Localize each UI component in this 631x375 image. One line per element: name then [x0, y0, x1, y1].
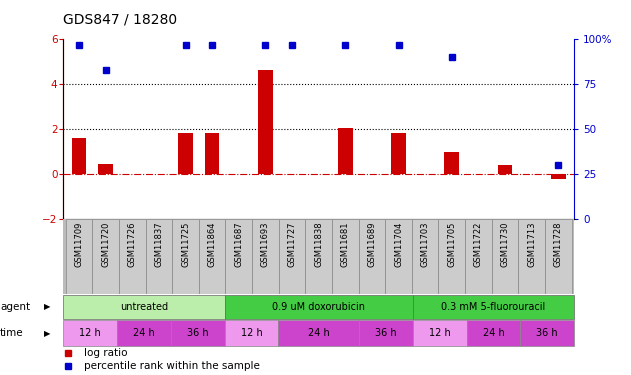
Bar — [92, 219, 119, 294]
Bar — [359, 320, 413, 346]
Text: GDS847 / 18280: GDS847 / 18280 — [63, 12, 177, 26]
Bar — [412, 219, 439, 294]
Text: GSM11693: GSM11693 — [261, 222, 270, 267]
Bar — [117, 320, 171, 346]
Text: ▶: ▶ — [44, 328, 50, 338]
Bar — [252, 219, 279, 294]
Text: time: time — [0, 328, 23, 338]
Text: 12 h: 12 h — [79, 328, 101, 338]
Bar — [465, 219, 492, 294]
Bar — [279, 219, 305, 294]
Bar — [492, 219, 518, 294]
Text: GSM11703: GSM11703 — [421, 222, 430, 267]
Text: GSM11722: GSM11722 — [474, 222, 483, 267]
Bar — [338, 128, 353, 174]
Bar — [278, 320, 359, 346]
Text: 36 h: 36 h — [536, 328, 558, 338]
Bar — [119, 219, 146, 294]
Text: GSM11837: GSM11837 — [155, 222, 163, 267]
Bar — [521, 320, 574, 346]
Text: GSM11725: GSM11725 — [181, 222, 190, 267]
Bar — [413, 320, 466, 346]
Text: 24 h: 24 h — [483, 328, 504, 338]
Text: agent: agent — [0, 302, 30, 312]
Text: GSM11730: GSM11730 — [500, 222, 509, 267]
Bar — [385, 219, 412, 294]
Bar — [258, 70, 273, 174]
Bar — [332, 219, 358, 294]
Bar — [391, 133, 406, 174]
Bar — [63, 295, 225, 319]
Text: 12 h: 12 h — [429, 328, 451, 338]
Bar — [225, 320, 278, 346]
Text: GSM11727: GSM11727 — [288, 222, 297, 267]
Text: GSM11705: GSM11705 — [447, 222, 456, 267]
Text: GSM11709: GSM11709 — [74, 222, 83, 267]
Bar — [172, 219, 199, 294]
Text: 24 h: 24 h — [308, 328, 329, 338]
Bar — [518, 219, 545, 294]
Bar — [171, 320, 225, 346]
Text: untreated: untreated — [120, 302, 168, 312]
Bar — [178, 133, 193, 174]
Text: GSM11726: GSM11726 — [128, 222, 137, 267]
Bar — [466, 320, 521, 346]
Text: GSM11728: GSM11728 — [554, 222, 563, 267]
Text: GSM11838: GSM11838 — [314, 222, 323, 267]
Bar — [205, 133, 220, 174]
Text: ▶: ▶ — [44, 302, 50, 311]
Bar — [551, 174, 565, 179]
Bar — [358, 219, 385, 294]
Text: GSM11864: GSM11864 — [208, 222, 216, 267]
Text: GSM11704: GSM11704 — [394, 222, 403, 267]
Text: GSM11713: GSM11713 — [527, 222, 536, 267]
Bar — [225, 219, 252, 294]
Text: 0.9 uM doxorubicin: 0.9 uM doxorubicin — [272, 302, 365, 312]
Bar — [98, 164, 113, 174]
Text: GSM11681: GSM11681 — [341, 222, 350, 267]
Bar — [413, 295, 574, 319]
Bar — [225, 295, 413, 319]
Text: 36 h: 36 h — [187, 328, 208, 338]
Bar — [199, 219, 225, 294]
Text: GSM11689: GSM11689 — [367, 222, 377, 267]
Bar — [72, 138, 86, 174]
Text: log ratio: log ratio — [83, 348, 127, 358]
Bar — [305, 219, 332, 294]
Text: percentile rank within the sample: percentile rank within the sample — [83, 362, 259, 371]
Bar — [498, 165, 512, 174]
Text: GSM11720: GSM11720 — [101, 222, 110, 267]
Bar — [63, 320, 117, 346]
Bar — [439, 219, 465, 294]
Text: 24 h: 24 h — [133, 328, 155, 338]
Bar — [146, 219, 172, 294]
Bar — [545, 219, 572, 294]
Bar — [444, 152, 459, 174]
Bar — [66, 219, 92, 294]
Text: 12 h: 12 h — [240, 328, 262, 338]
Text: GSM11687: GSM11687 — [234, 222, 244, 267]
Text: 0.3 mM 5-fluorouracil: 0.3 mM 5-fluorouracil — [441, 302, 546, 312]
Text: 36 h: 36 h — [375, 328, 397, 338]
